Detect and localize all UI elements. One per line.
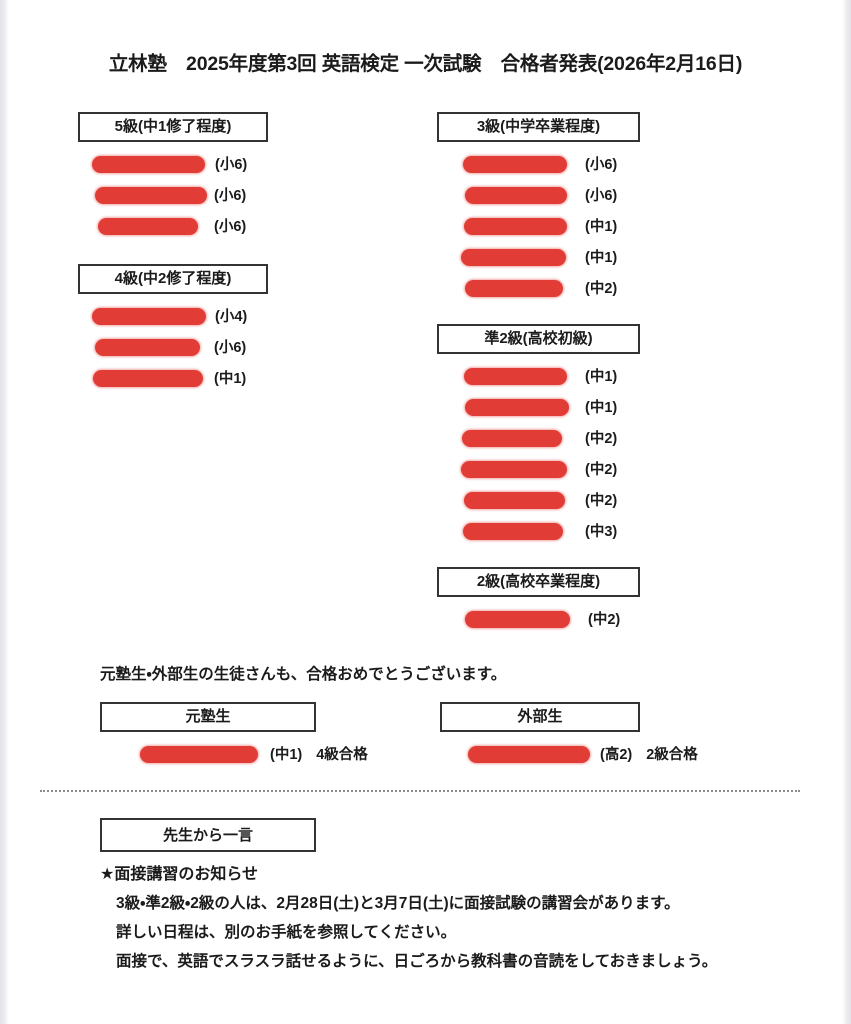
entry-list-former-student: (中1) 4級合格 [100,739,368,770]
section-grade-5: 5級(中1修了程度) (小6) (小6) (小6) [78,112,268,242]
list-item: (中2) [437,423,640,454]
entry-grade: (小6) [214,187,247,204]
section-external-student: 外部生 (高2) 2級合格 [440,702,698,770]
entry-grade: (中1) [585,368,618,385]
list-item: (小6) [437,149,640,180]
teacher-note-line: 面接で、英語でスラスラ話せるように、日ごろから教科書の音読をしておきましょう。 [116,953,718,970]
entry-list-grade-3: (小6) (小6) (中1) (中1) [437,149,640,304]
entry-list-grade-5: (小6) (小6) (小6) [78,149,268,242]
section-header-former-student: 元塾生 [100,702,316,733]
list-item: (中1) [78,363,268,394]
entry-grade: (中3) [585,523,618,540]
list-item: (中3) [437,516,640,547]
section-header-grade-4: 4級(中2修了程度) [78,264,268,295]
section-grade-4: 4級(中2修了程度) (小4) (小6) (中1) [78,264,268,394]
redacted-name [463,149,567,180]
section-grade-2: 2級(高校卒業程度) (中2) [437,567,640,635]
redacted-name [464,211,567,242]
redacted-name [93,363,203,394]
entry-grade: (小6) [215,156,248,173]
section-grade-pre2: 準2級(高校初級) (中1) (中1) (中2) [437,324,640,547]
entry-grade: (小6) [585,187,618,204]
list-item: (小6) [78,149,268,180]
list-item: (中1) [437,392,640,423]
redacted-name [464,361,567,392]
entry-grade: (高2) [600,746,633,763]
entry-grade: (中2) [585,430,618,447]
list-item: (小4) [78,301,268,332]
entry-grade: (中2) [585,492,618,509]
section-header-grade-2: 2級(高校卒業程度) [437,567,640,598]
entry-result: 2級合格 [646,746,698,763]
section-header-teacher-note: 先生から一言 [100,818,316,852]
redacted-name [140,739,258,770]
entry-list-grade-4: (小4) (小6) (中1) [78,301,268,394]
redacted-name [461,454,567,485]
section-header-grade-pre2: 準2級(高校初級) [437,324,640,355]
entry-list-grade-pre2: (中1) (中1) (中2) (中2) [437,361,640,547]
redacted-name [462,423,562,454]
list-item: (小6) [78,332,268,363]
page-title: 立林塾 2025年度第3回 英語検定 一次試験 合格者発表(2026年2月16日… [108,53,743,75]
redacted-name [465,604,570,635]
entry-grade: (小6) [214,218,247,235]
entry-grade: (中2) [585,280,618,297]
dotted-divider [40,790,800,792]
section-former-student: 元塾生 (中1) 4級合格 [100,702,368,770]
page-edge-shadow-right [842,0,851,1024]
list-item: (高2) 2級合格 [440,739,698,770]
entry-grade: (中1) [214,370,247,387]
list-item: (中2) [437,273,640,304]
section-header-external-student: 外部生 [440,702,640,733]
list-item: (中2) [437,485,640,516]
list-item: (中2) [437,604,640,635]
list-item: (中1) [437,242,640,273]
entry-grade: (小6) [585,156,618,173]
redacted-name [95,332,200,363]
redacted-name [92,149,205,180]
redacted-name [465,392,569,423]
list-item: (中2) [437,454,640,485]
section-header-grade-5: 5級(中1修了程度) [78,112,268,143]
redacted-name [463,516,563,547]
entry-grade: (小6) [214,339,247,356]
redacted-name [465,273,563,304]
congratulations-text: 元塾生・外部生の生徒さんも、合格おめでとうございます。 [100,666,507,683]
teacher-note-block: 先生から一言 ★面接講習のお知らせ 3級・準2級・2級の人は、2月28日(土)と… [100,818,800,971]
list-item: (小6) [437,180,640,211]
entry-result: 4級合格 [316,746,368,763]
list-item: (小6) [78,211,268,242]
redacted-name [92,301,206,332]
list-item: (中1) [437,211,640,242]
redacted-name [461,242,566,273]
section-header-grade-3: 3級(中学卒業程度) [437,112,640,143]
teacher-note-star-line: ★面接講習のお知らせ [100,866,259,883]
redacted-name [468,739,590,770]
entry-grade: (中1) [585,218,618,235]
section-grade-3: 3級(中学卒業程度) (小6) (小6) (中1) [437,112,640,304]
page-edge-shadow-left [0,0,9,1024]
entry-list-external-student: (高2) 2級合格 [440,739,698,770]
entry-grade: (中1) [585,399,618,416]
teacher-note-line: 3級・準2級・2級の人は、2月28日(土)と3月7日(土)に面接試験の講習会があ… [116,895,680,912]
redacted-name [464,485,565,516]
entry-list-grade-2: (中2) [437,604,640,635]
redacted-name [95,180,207,211]
redacted-name [98,211,198,242]
entry-grade: (中2) [585,461,618,478]
entry-grade: (中2) [588,611,621,628]
list-item: (小6) [78,180,268,211]
teacher-note-line: 詳しい日程は、別のお手紙を参照してください。 [116,924,457,941]
list-item: (中1) [437,361,640,392]
redacted-name [465,180,567,211]
entry-grade: (小4) [215,308,248,325]
entry-grade: (中1) [270,746,303,763]
entry-grade: (中1) [585,249,618,266]
list-item: (中1) 4級合格 [100,739,368,770]
